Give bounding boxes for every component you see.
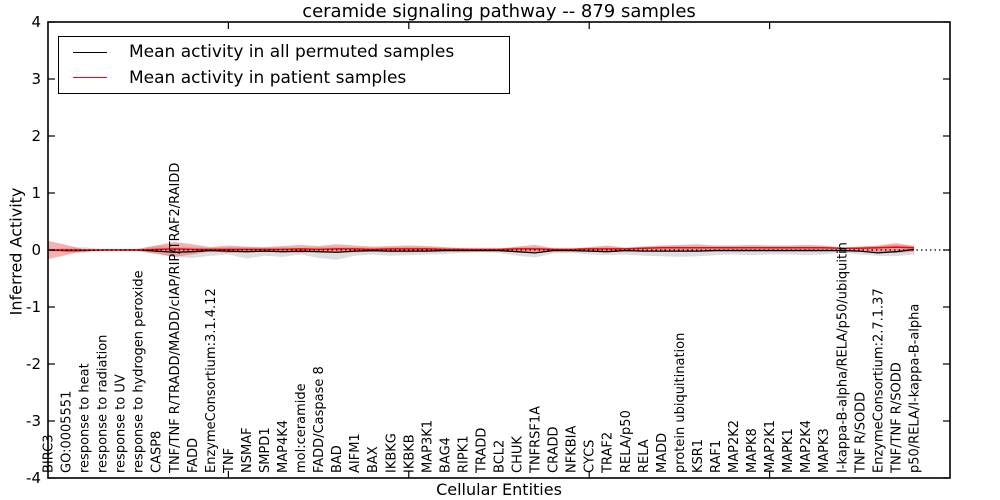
y-tick-label: -2	[26, 355, 41, 373]
entity-label: RELA/p50	[619, 410, 634, 473]
y-tick-label: -4	[26, 469, 41, 487]
entity-label: response to hydrogen peroxide	[132, 270, 147, 473]
entity-label: MAP3K1	[420, 420, 435, 473]
patient-line-sample	[73, 77, 107, 79]
entity-label: SMPD1	[258, 427, 273, 473]
entity-label: I-kappa-B-alpha/RELA/p50/ubiquitin	[835, 242, 850, 473]
entity-label: TNF R/SODD	[853, 392, 868, 474]
entity-label: RIPK1	[456, 435, 471, 473]
entity-label: TNF	[222, 448, 237, 474]
entity-label: GO:0005551	[60, 391, 75, 473]
y-axis-title: Inferred Activity	[6, 187, 26, 316]
entity-label: MAPK8	[745, 428, 760, 473]
entity-label: BIRC3	[42, 435, 57, 474]
y-tick-label: -1	[26, 298, 41, 316]
entity-label: RAF1	[709, 440, 724, 473]
x-axis-title: Cellular Entities	[436, 480, 562, 499]
entity-label: RELA	[637, 439, 652, 473]
permuted-band-area	[48, 244, 914, 260]
entity-label: EnzymeConsortium:3.1.4.12	[204, 288, 219, 473]
entity-label: BCL2	[493, 440, 508, 473]
entity-label: BAX	[366, 446, 381, 473]
entity-label: BAD	[330, 445, 345, 473]
entity-label: MADD	[655, 433, 670, 473]
entity-label: response to radiation	[96, 335, 111, 473]
entity-label: BAG4	[438, 437, 453, 473]
entity-label: NFKBIA	[565, 426, 580, 473]
axes-layer	[47, 21, 951, 479]
entity-label: p50/RELA/I-kappa-B-alpha	[907, 304, 922, 473]
entity-label: TRAF2	[601, 432, 616, 474]
entity-label: FADD/Caspase 8	[312, 366, 327, 473]
legend-item-patient: Mean activity in patient samples	[73, 68, 509, 88]
entity-label: TNFRSF1A	[529, 406, 544, 474]
legend: Mean activity in all permuted samples Me…	[58, 36, 510, 94]
entity-label: protein ubiquitination	[673, 333, 688, 473]
entity-label: MAP2K2	[727, 420, 742, 473]
entity-label: CRADD	[547, 427, 562, 474]
y-tick-label: 2	[31, 127, 41, 145]
entity-label: MAPK3	[817, 428, 832, 473]
entity-label: TNF/TNF R/SODD	[889, 362, 904, 474]
entity-label: mol:ceramide	[294, 383, 309, 473]
y-tick-label: -3	[26, 412, 41, 430]
entity-label: AIFM1	[348, 433, 363, 473]
entity-label: EnzymeConsortium:2.7.1.37	[871, 288, 886, 473]
entity-label: MAP4K4	[276, 420, 291, 473]
entity-label: MAP2K4	[799, 420, 814, 473]
legend-item-permuted: Mean activity in all permuted samples	[73, 42, 509, 62]
y-tick-label: 0	[31, 241, 41, 259]
entity-label: MAP2K1	[763, 420, 778, 473]
entity-label: IKBKG	[384, 433, 399, 473]
entity-label: NSMAF	[240, 427, 255, 473]
entity-label: response to heat	[78, 363, 93, 473]
y-tick-label: 1	[31, 184, 41, 202]
entity-label: response to UV	[114, 374, 129, 473]
entity-label: IKBKB	[402, 434, 417, 473]
entity-label: TNF/TNF R/TRADD/MADD/cIAP/RIP/TRAF2/RAID…	[168, 163, 183, 474]
line-layer	[47, 246, 950, 254]
entity-label: CYCS	[583, 440, 598, 473]
entity-label: CASP8	[150, 431, 165, 473]
entity-label: MAPK1	[781, 428, 796, 473]
y-tick-label: 4	[31, 13, 41, 31]
entity-label: KSR1	[691, 439, 706, 473]
legend-label-patient: Mean activity in patient samples	[129, 67, 407, 88]
entity-label: TRADD	[474, 428, 489, 474]
entity-label: CHUK	[511, 436, 526, 473]
chart-title: ceramide signaling pathway -- 879 sample…	[302, 1, 696, 22]
permuted-line-sample	[73, 51, 107, 53]
legend-label-permuted: Mean activity in all permuted samples	[129, 42, 455, 63]
y-tick-label: 3	[31, 70, 41, 88]
tick-label-layer: -4 -3 -2 -1 0 1 2 3 4	[26, 13, 41, 487]
entity-label-layer: BIRC3 GO:0005551 response to heat response …	[42, 163, 923, 474]
entity-label: FADD	[186, 438, 201, 473]
